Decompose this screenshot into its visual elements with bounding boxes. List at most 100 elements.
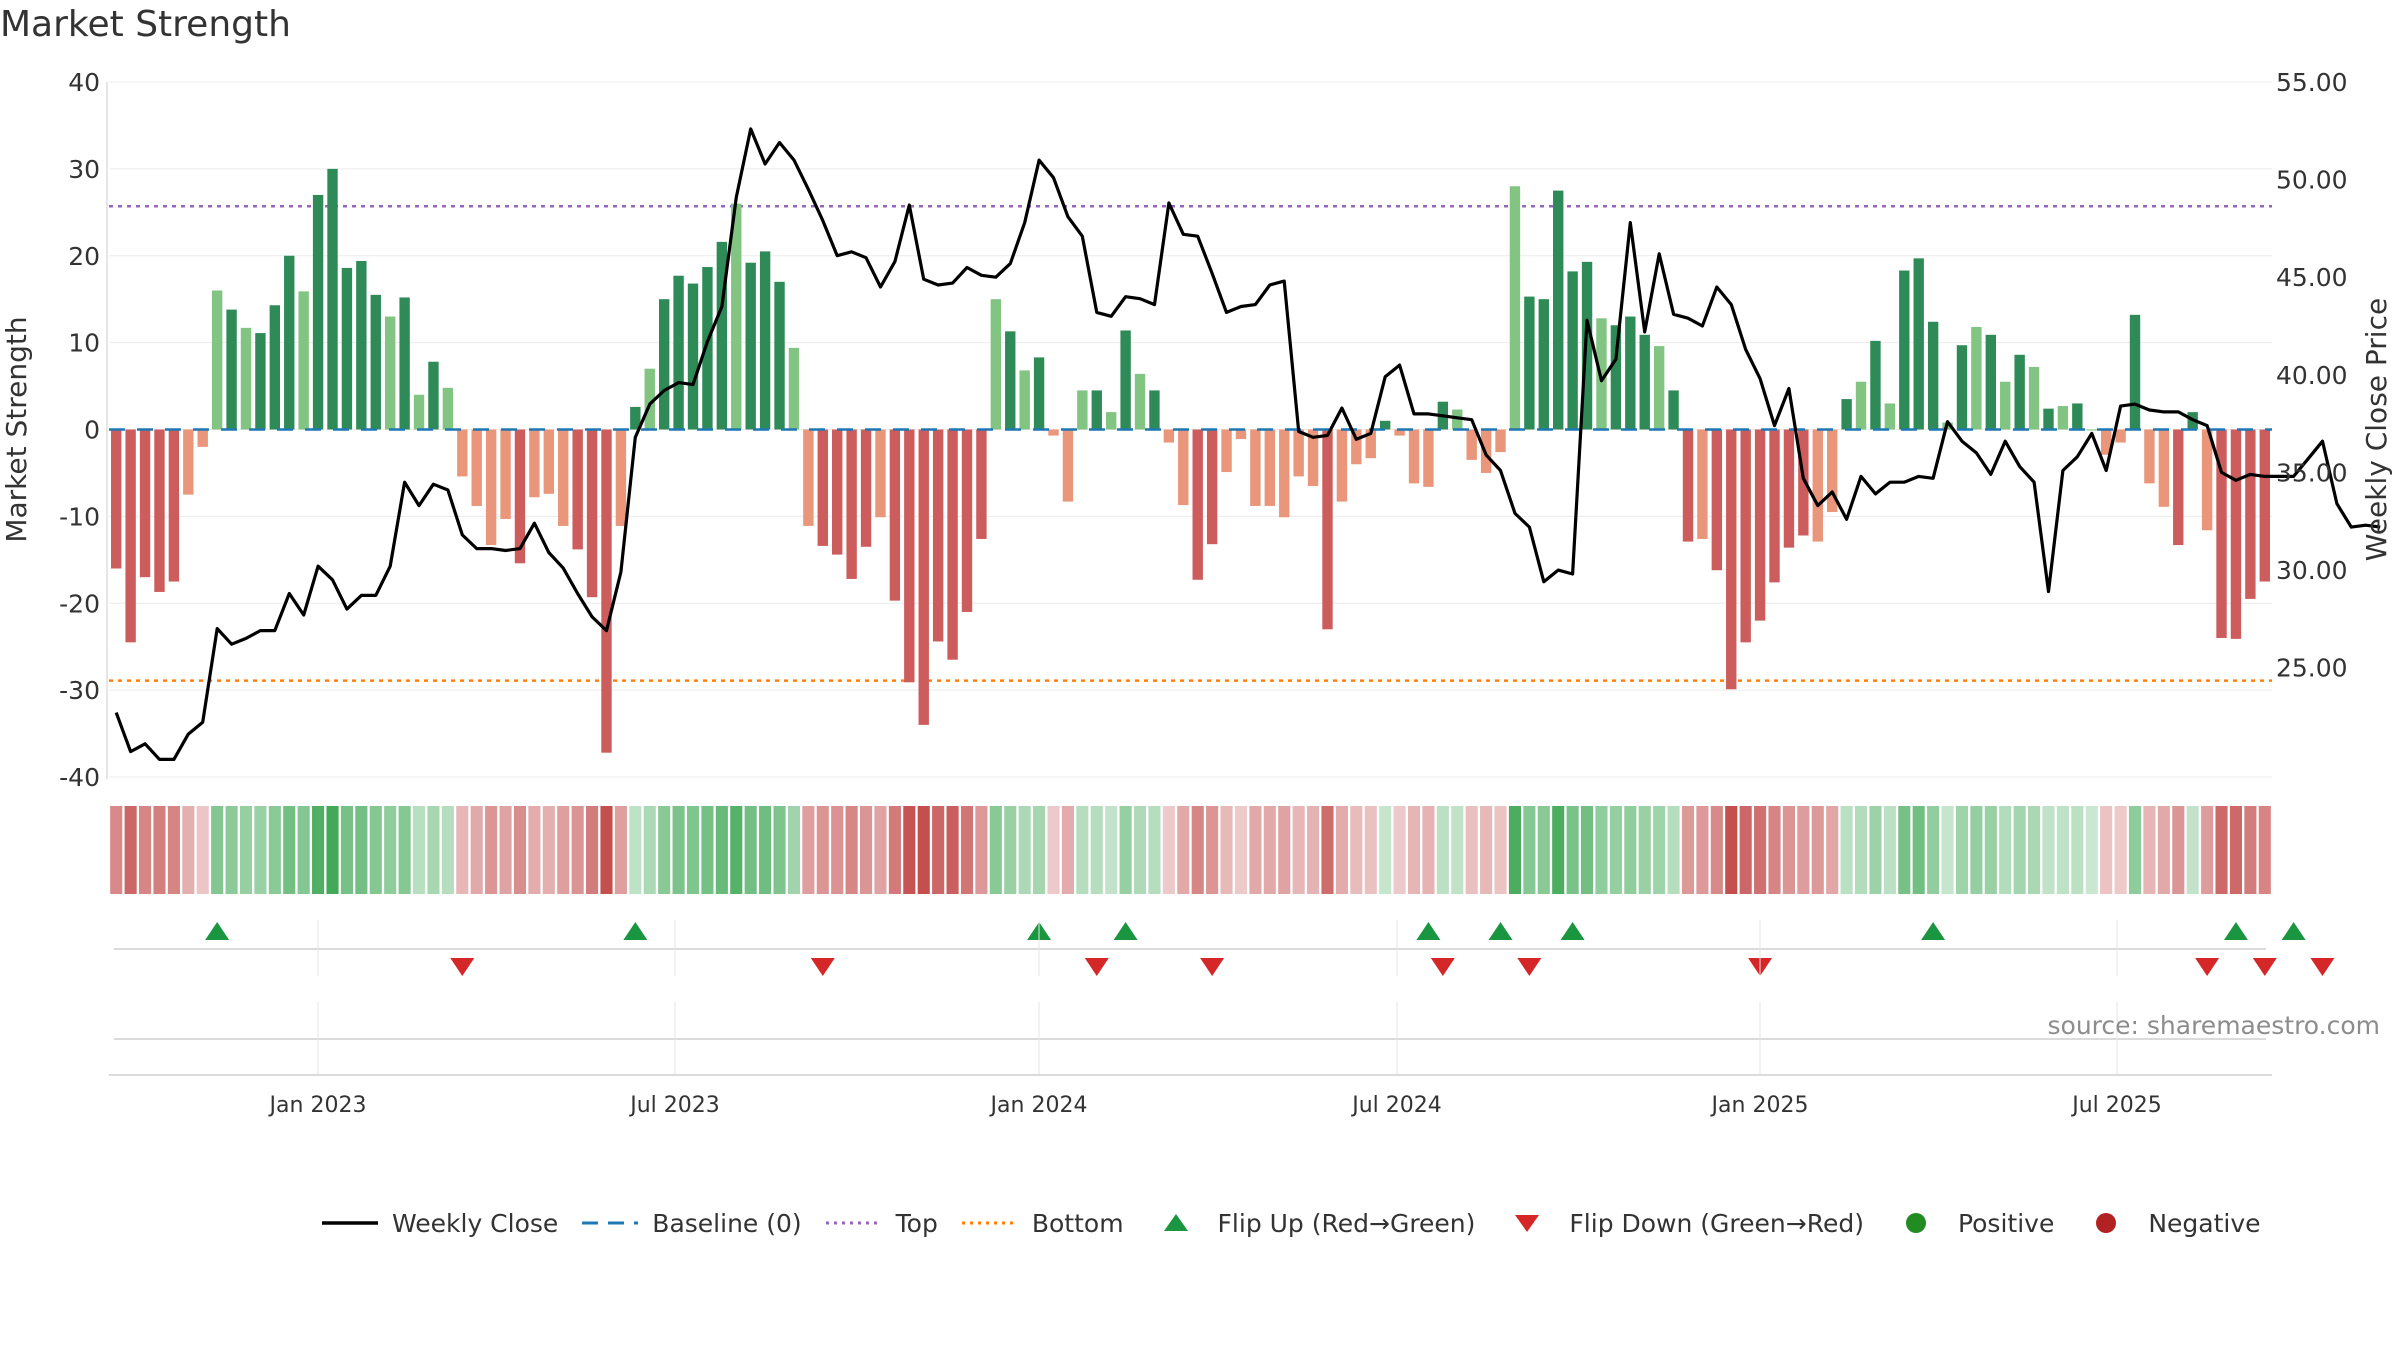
y-tick-label: 0	[84, 416, 100, 445]
heat-cell	[2244, 806, 2257, 894]
heat-cell	[2143, 806, 2156, 894]
heat-cell	[686, 806, 700, 894]
strength-bar	[226, 309, 237, 430]
strength-bar	[1134, 373, 1146, 430]
heat-cell	[153, 806, 166, 894]
strength-bar	[687, 283, 699, 430]
strength-bar	[2072, 403, 2083, 430]
strength-bar	[731, 203, 742, 430]
heat-cell	[1407, 806, 1421, 894]
strength-bar	[1279, 429, 1290, 518]
strength-bar	[745, 262, 756, 430]
heat-cell	[485, 806, 498, 894]
strength-bar	[1913, 258, 1924, 430]
strength-bar	[1091, 390, 1102, 430]
legend-circle-icon	[1905, 1213, 1926, 1233]
heat-cell	[1105, 806, 1118, 894]
heat-cell	[614, 806, 627, 894]
flip-up-marker	[1560, 922, 1585, 940]
heat-cell	[211, 806, 224, 894]
flip-markers-panel	[114, 922, 2335, 1040]
heat-cell	[816, 806, 829, 894]
strength-bar	[1553, 190, 1564, 430]
strength-bar	[269, 305, 281, 430]
y-tick-label: -30	[59, 676, 100, 705]
strength-bar	[1884, 403, 1896, 430]
x-tick-label: Jul 2025	[2070, 1093, 2162, 1118]
strength-bar	[615, 429, 627, 526]
heat-cell	[340, 806, 353, 894]
strength-bar	[139, 429, 151, 578]
flip-up-marker	[2281, 922, 2306, 940]
legend-item-close: Weekly Close	[320, 1208, 558, 1238]
y2-tick-label: 40.00	[2276, 361, 2348, 390]
strength-bar	[485, 429, 497, 546]
y2-tick-label: 50.00	[2276, 166, 2348, 195]
legend-dotted-line-icon	[961, 1221, 1018, 1225]
strength-bar	[1509, 186, 1521, 430]
legend-label: Flip Up (Red→Green)	[1217, 1208, 1476, 1238]
heat-cell	[715, 806, 728, 894]
heat-cell	[975, 806, 988, 894]
heat-cell	[1480, 806, 1493, 894]
strength-bar	[1149, 390, 1160, 430]
heat-cell	[859, 806, 873, 894]
strength-bar	[1423, 429, 1434, 487]
strength-bar	[1495, 429, 1506, 453]
heat-cell	[427, 806, 440, 894]
heat-cell	[1263, 806, 1276, 894]
strength-bar	[1307, 429, 1319, 486]
heat-cell	[1335, 806, 1348, 894]
weekly-close-line	[114, 127, 2381, 762]
heat-cell	[441, 806, 454, 894]
heat-cell	[831, 806, 844, 894]
heat-cell	[1580, 806, 1594, 894]
flip-up-marker	[623, 922, 648, 940]
heat-cell	[1653, 806, 1666, 894]
legend-label: Flip Down (Green→Red)	[1569, 1208, 1864, 1238]
strength-bar	[586, 429, 598, 598]
heat-cell	[1047, 806, 1060, 894]
y2-tick-label: 25.00	[2276, 654, 2348, 683]
flip-down-marker	[1517, 958, 1542, 976]
heat-cell	[1393, 806, 1406, 894]
strength-bar	[1120, 330, 1131, 430]
x-tick-label: Jan 2023	[268, 1093, 367, 1118]
heat-cell	[1696, 806, 1709, 894]
legend-label: Top	[895, 1208, 938, 1238]
heat-cell	[283, 806, 296, 894]
gridlines	[109, 81, 2272, 778]
heat-cell	[1739, 806, 1752, 894]
strength-bar	[1408, 429, 1420, 484]
heat-cell	[1076, 806, 1089, 894]
strength-bar	[860, 429, 872, 547]
heat-cell	[730, 806, 743, 894]
strength-bar	[125, 429, 136, 643]
strength-bar	[154, 429, 165, 592]
heat-cell	[1898, 806, 1911, 894]
legend-label: Positive	[1957, 1208, 2055, 1238]
heat-cell	[2201, 806, 2214, 894]
strength-bar	[341, 267, 353, 430]
heat-cell	[701, 806, 714, 894]
weekly-close-polyline	[114, 127, 2381, 762]
strength-bar	[1019, 370, 1030, 430]
heat-cell	[571, 806, 584, 894]
strength-bar	[1365, 429, 1376, 459]
strength-bar	[1927, 321, 1939, 430]
strength-bar	[1870, 340, 1881, 430]
strength-bar	[1697, 429, 1708, 539]
strength-bar	[1538, 299, 1549, 430]
strength-bar	[817, 429, 828, 546]
heat-cell	[1782, 806, 1795, 894]
y-tick-label: 30	[68, 155, 100, 184]
heat-cell	[1162, 806, 1175, 894]
strength-bar	[832, 429, 843, 555]
legend-item-bottom: Bottom	[960, 1208, 1124, 1238]
heat-cell	[1941, 806, 1954, 894]
strength-bar	[1567, 271, 1578, 430]
strength-bar	[875, 429, 886, 518]
heat-cell	[138, 806, 152, 894]
strength-bar	[658, 299, 670, 430]
strength-bar	[514, 429, 526, 564]
